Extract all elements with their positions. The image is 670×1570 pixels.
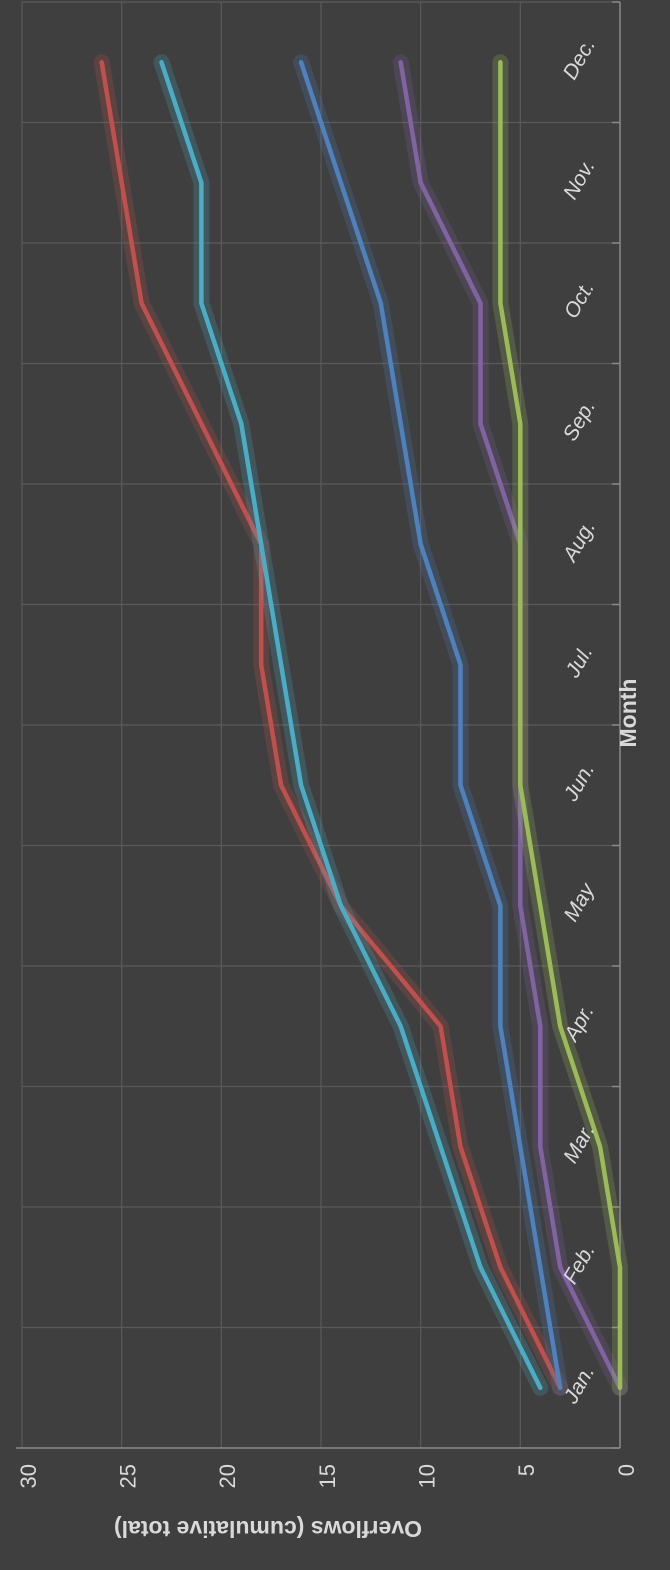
x-tick-label: Jul. bbox=[561, 642, 598, 683]
y-tick-label: 0 bbox=[614, 1464, 639, 1476]
x-tick-label: Aug. bbox=[558, 517, 601, 568]
x-axis-title: Month bbox=[615, 679, 641, 748]
series-lines bbox=[93, 54, 628, 1396]
y-tick-label: 20 bbox=[215, 1464, 240, 1488]
x-tick-label: Oct. bbox=[560, 278, 599, 323]
y-tick-label: 30 bbox=[16, 1464, 41, 1488]
x-tick-label: Dec. bbox=[559, 35, 601, 84]
y-tick-label: 5 bbox=[514, 1464, 539, 1476]
series-1-line bbox=[99, 60, 563, 1391]
series-2-line bbox=[159, 60, 543, 1391]
x-axis-ticks: Jan.Feb.Mar.Apr.MayJun.Jul.Aug.Sep.Oct.N… bbox=[558, 35, 601, 1409]
series-5-line bbox=[498, 60, 623, 1391]
x-tick-label: Jun. bbox=[559, 759, 599, 806]
x-tick-label: Nov. bbox=[559, 156, 600, 204]
x-tick-label: Feb. bbox=[559, 1240, 600, 1288]
y-tick-label: 25 bbox=[115, 1464, 140, 1488]
y-tick-label: 15 bbox=[315, 1464, 340, 1488]
y-tick-label: 10 bbox=[414, 1464, 439, 1488]
x-tick-label: Sep. bbox=[559, 396, 601, 445]
y-axis-ticks: 0 5 10 15 20 25 30 bbox=[16, 1464, 639, 1488]
y-axis-title: Overflows (cumulative total) bbox=[114, 1516, 422, 1542]
series-3-line bbox=[298, 60, 563, 1391]
x-tick-label: May bbox=[559, 878, 600, 925]
